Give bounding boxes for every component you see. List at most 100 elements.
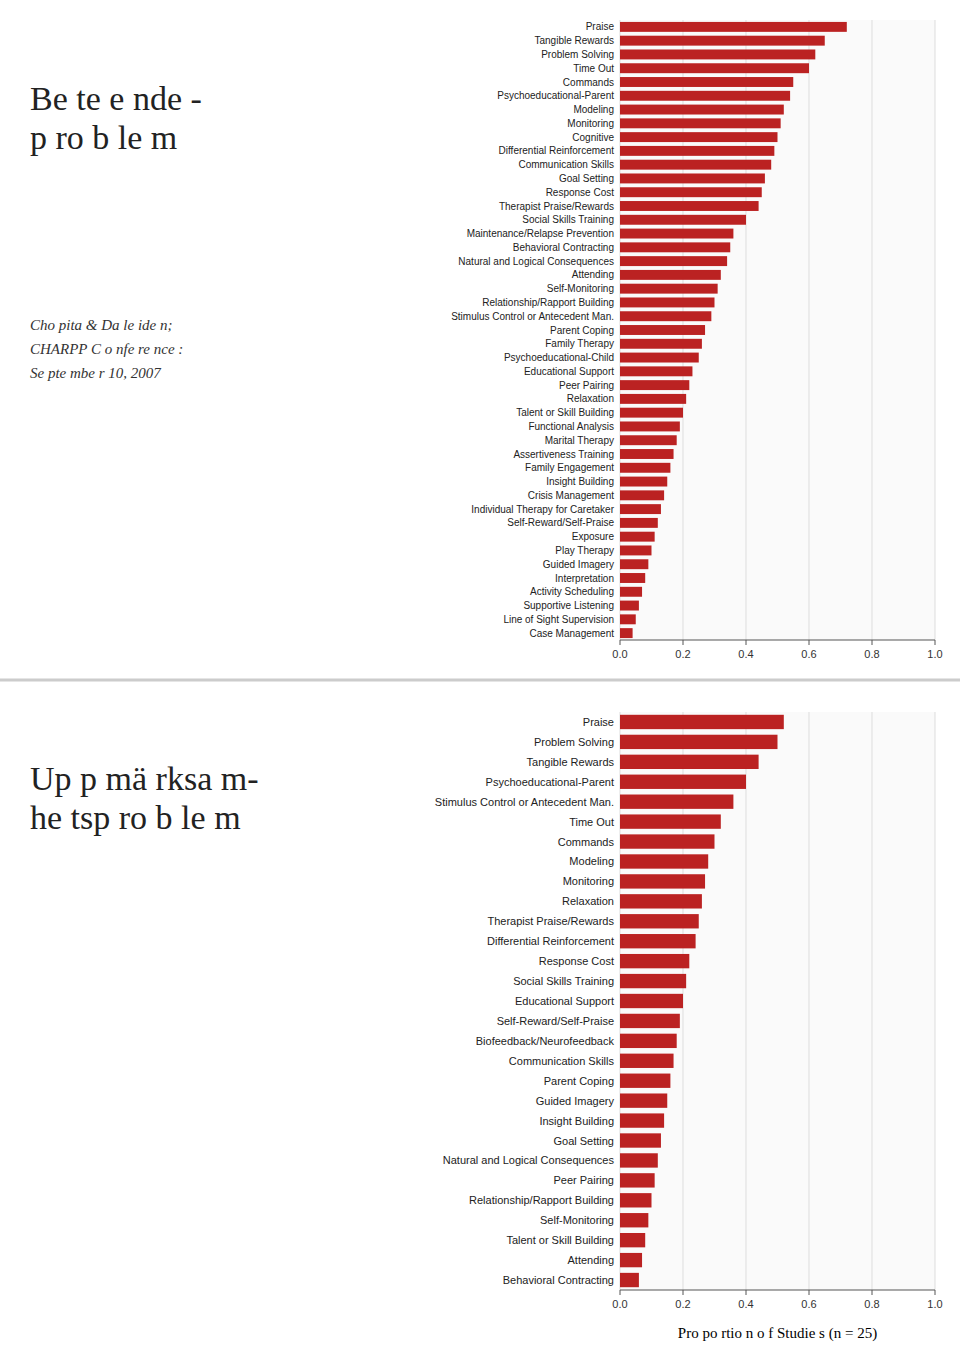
grid-line xyxy=(935,712,936,1290)
category-label: Exposure xyxy=(572,531,615,542)
category-label: Talent or Skill Building xyxy=(506,1234,614,1246)
category-label: Relaxation xyxy=(567,393,614,404)
bars xyxy=(620,715,784,1287)
category-label: Peer Pairing xyxy=(553,1174,614,1186)
bar xyxy=(620,814,721,828)
bar xyxy=(620,954,689,968)
category-label: Commands xyxy=(558,836,615,848)
bar xyxy=(620,477,667,487)
category-label: Activity Scheduling xyxy=(530,586,614,597)
bar xyxy=(620,256,727,266)
bar xyxy=(620,1233,645,1247)
bar xyxy=(620,284,718,294)
bar xyxy=(620,146,774,156)
category-label: Cognitive xyxy=(572,132,614,143)
category-label: Self-Monitoring xyxy=(540,1214,614,1226)
bar xyxy=(620,463,670,473)
chart: Be te e nde -p ro b le mCho pita & Da le… xyxy=(30,20,943,660)
bar xyxy=(620,421,680,431)
tick-mark xyxy=(620,640,621,645)
bar xyxy=(620,270,721,280)
bar xyxy=(620,914,699,928)
bar xyxy=(620,449,674,459)
bar xyxy=(620,22,847,32)
bar xyxy=(620,504,661,514)
category-label: Tangible Rewards xyxy=(527,756,615,768)
bar xyxy=(620,1133,661,1147)
bar xyxy=(620,118,781,128)
category-label: Behavioral Contracting xyxy=(503,1274,614,1286)
bar xyxy=(620,160,771,170)
bar xyxy=(620,394,686,404)
category-label: Social Skills Training xyxy=(513,975,614,987)
bar xyxy=(620,755,759,769)
bar xyxy=(620,229,733,239)
bar xyxy=(620,775,746,789)
category-label: Educational Support xyxy=(524,366,614,377)
x-axis xyxy=(620,1290,935,1291)
bar xyxy=(620,173,765,183)
category-label: Assertiveness Training xyxy=(513,449,614,460)
category-label: Therapist Praise/Rewards xyxy=(499,201,614,212)
tick-label: 0.0 xyxy=(612,648,627,660)
bar xyxy=(620,532,655,542)
category-label: Problem Solving xyxy=(541,49,614,60)
grid-line xyxy=(809,712,810,1290)
category-label: Self-Monitoring xyxy=(547,283,614,294)
tick-label: 0.2 xyxy=(675,648,690,660)
category-label: Goal Setting xyxy=(553,1135,614,1147)
x-axis-label: Pro po rtio n o f Studie s (n = 25) xyxy=(678,1325,877,1342)
category-label: Family Engagement xyxy=(525,462,614,473)
bar xyxy=(620,994,683,1008)
tick-mark xyxy=(935,1290,936,1295)
category-label: Insight Building xyxy=(546,476,614,487)
category-label: Attending xyxy=(568,1254,614,1266)
bar xyxy=(620,1074,670,1088)
bar xyxy=(620,715,784,729)
category-label: Case Management xyxy=(530,628,615,639)
bar xyxy=(620,435,677,445)
category-label: Stimulus Control or Antecedent Man. xyxy=(435,796,614,808)
category-label: Supportive Listening xyxy=(523,600,614,611)
category-label: Educational Support xyxy=(515,995,614,1007)
tick-label: 0.4 xyxy=(738,648,753,660)
category-label: Differential Reinforcement xyxy=(487,935,614,947)
tick-mark xyxy=(620,1290,621,1295)
bar xyxy=(620,77,793,87)
bar xyxy=(620,974,686,988)
category-label: Maintenance/Relapse Prevention xyxy=(467,228,614,239)
bar xyxy=(620,559,648,569)
bar xyxy=(620,1253,642,1267)
category-label: Stimulus Control or Antecedent Man. xyxy=(451,311,614,322)
bar xyxy=(620,380,689,390)
category-label: Problem Solving xyxy=(534,736,614,748)
category-label: Relationship/Rapport Building xyxy=(469,1194,614,1206)
category-label: Guided Imagery xyxy=(536,1095,615,1107)
bar xyxy=(620,311,711,321)
tick-label: 1.0 xyxy=(927,1298,942,1310)
bar xyxy=(620,1193,652,1207)
title: Be te e nde -p ro b le m xyxy=(30,80,202,156)
bars xyxy=(620,22,847,638)
category-label: Self-Reward/Self-Praise xyxy=(507,517,614,528)
category-label: Therapist Praise/Rewards xyxy=(487,915,614,927)
bar xyxy=(620,1093,667,1107)
category-label: Talent or Skill Building xyxy=(516,407,614,418)
category-label: Self-Reward/Self-Praise xyxy=(497,1015,614,1027)
tick-mark xyxy=(872,1290,873,1295)
category-label: Commands xyxy=(563,77,614,88)
category-label: Response Cost xyxy=(539,955,614,967)
tick-label: 0.6 xyxy=(801,1298,816,1310)
grid-line xyxy=(872,20,873,640)
category-label: Relaxation xyxy=(562,895,614,907)
bar xyxy=(620,854,708,868)
tick-mark xyxy=(746,640,747,645)
bar xyxy=(620,894,702,908)
tick-label: 1.0 xyxy=(927,648,942,660)
category-label: Relationship/Rapport Building xyxy=(482,297,614,308)
plot-area xyxy=(620,712,935,1290)
category-label: Play Therapy xyxy=(555,545,614,556)
category-label: Parent Coping xyxy=(544,1075,614,1087)
bar xyxy=(620,518,658,528)
category-label: Line of Sight Supervision xyxy=(503,614,614,625)
